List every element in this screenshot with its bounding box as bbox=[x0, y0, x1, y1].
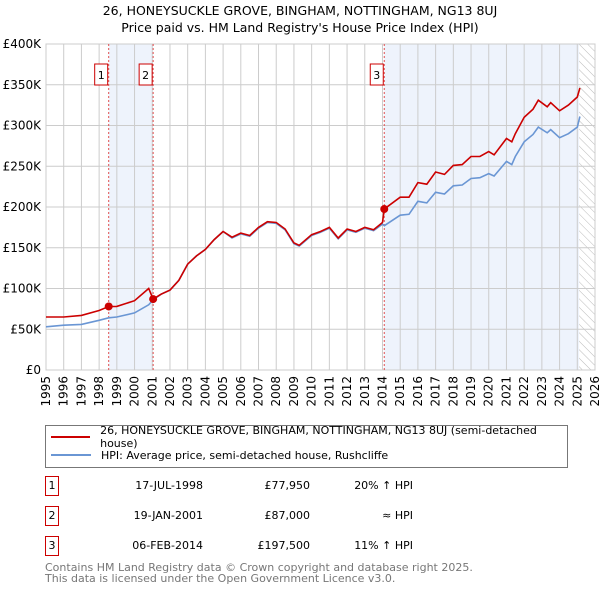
y-tick-label: £50K bbox=[10, 322, 42, 336]
x-tick-label: 2007 bbox=[252, 376, 266, 407]
x-tick-label: 1996 bbox=[57, 376, 71, 407]
price: £77,950 bbox=[264, 479, 311, 492]
x-tick-label: 2013 bbox=[358, 376, 372, 407]
price-chart: 1995 1996 1997 1998 1999 2000 2001 2002 2003 2004… bbox=[3, 37, 600, 407]
legend-line-blue bbox=[51, 454, 91, 456]
x-tick-label: 2009 bbox=[287, 376, 301, 407]
legend: 26, HONEYSUCKLE GROVE, BINGHAM, NOTTINGH… bbox=[45, 424, 568, 468]
x-tick-label: 2024 bbox=[553, 376, 567, 407]
x-tick-label: 2017 bbox=[429, 376, 443, 407]
x-tick-label: 2012 bbox=[340, 376, 354, 407]
x-tick-label: 1998 bbox=[92, 376, 106, 407]
x-tick-label: 2016 bbox=[411, 376, 425, 407]
x-tick-label: 2020 bbox=[482, 376, 496, 407]
y-tick-label: £150K bbox=[3, 241, 43, 255]
y-tick-label: £300K bbox=[3, 119, 43, 133]
sale-point bbox=[104, 302, 113, 311]
x-tick-label: 2006 bbox=[234, 376, 248, 407]
hpi-compare: 11% ↑ HPI bbox=[354, 539, 413, 552]
x-tick-label: 1995 bbox=[39, 376, 53, 407]
y-tick-label: £0 bbox=[26, 363, 41, 377]
footer-licence: This data is licensed under the Open Gov… bbox=[45, 572, 396, 585]
x-tick-label: 2025 bbox=[570, 376, 584, 407]
price: £87,000 bbox=[264, 509, 311, 522]
legend-label: HPI: Average price, semi-detached house,… bbox=[101, 448, 389, 462]
x-tick-label: 2000 bbox=[128, 376, 142, 407]
marker-badge: 3 bbox=[45, 536, 59, 556]
x-tick-label: 2003 bbox=[181, 376, 195, 407]
date: 17-JUL-1998 bbox=[135, 479, 203, 492]
y-tick-label: £100K bbox=[3, 282, 43, 296]
sale-marker-label: 2 bbox=[142, 69, 149, 82]
series-line bbox=[46, 87, 581, 318]
date: 19-JAN-2001 bbox=[133, 509, 203, 522]
x-tick-label: 2004 bbox=[198, 376, 212, 407]
x-tick-label: 2005 bbox=[216, 376, 230, 407]
date: 06-FEB-2014 bbox=[132, 539, 203, 552]
legend-item-hpi: HPI: Average price, semi-detached house,… bbox=[51, 447, 388, 463]
x-tick-label: 1999 bbox=[110, 376, 124, 407]
chart-title: 26, HONEYSUCKLE GROVE, BINGHAM, NOTTINGH… bbox=[102, 3, 498, 18]
legend-line-red bbox=[51, 436, 91, 438]
x-tick-label: 2023 bbox=[535, 376, 549, 407]
footer-copyright: Contains HM Land Registry data © Crown c… bbox=[45, 561, 473, 574]
x-tick-label: 2011 bbox=[322, 376, 336, 407]
x-tick-label: 2010 bbox=[305, 376, 319, 407]
sale-point bbox=[149, 295, 158, 304]
x-tick-label: 2022 bbox=[517, 376, 531, 407]
y-tick-label: £350K bbox=[3, 78, 43, 92]
x-tick-label: 2002 bbox=[163, 376, 177, 407]
hpi-compare: ≈ HPI bbox=[382, 509, 413, 522]
price: £197,500 bbox=[257, 539, 311, 552]
x-tick-label: 2014 bbox=[375, 376, 389, 407]
x-tick-label: 2019 bbox=[464, 376, 478, 407]
x-tick-label: 2001 bbox=[145, 376, 159, 407]
x-tick-label: 2026 bbox=[588, 376, 600, 407]
plot-border bbox=[45, 43, 596, 371]
y-tick-label: £200K bbox=[3, 200, 43, 214]
y-tick-label: £400K bbox=[3, 37, 43, 51]
x-tick-label: 2008 bbox=[269, 376, 283, 407]
chart-subtitle: Price paid vs. HM Land Registry's House … bbox=[121, 20, 479, 35]
legend-item-property: 26, HONEYSUCKLE GROVE, BINGHAM, NOTTINGH… bbox=[51, 424, 567, 450]
sale-marker-label: 1 bbox=[98, 69, 105, 82]
x-tick-label: 2021 bbox=[499, 376, 513, 407]
hpi-compare: 20% ↑ HPI bbox=[354, 479, 413, 492]
sale-point bbox=[380, 205, 389, 214]
x-tick-label: 2015 bbox=[393, 376, 407, 407]
x-tick-label: 1997 bbox=[74, 376, 88, 407]
legend-label: 26, HONEYSUCKLE GROVE, BINGHAM, NOTTINGH… bbox=[100, 424, 537, 450]
y-tick-label: £250K bbox=[3, 159, 43, 173]
sale-marker-box bbox=[94, 63, 109, 86]
marker-badge: 2 bbox=[45, 506, 59, 526]
x-tick-label: 2018 bbox=[446, 376, 460, 407]
marker-badge: 1 bbox=[45, 476, 59, 496]
sale-marker-label: 3 bbox=[373, 69, 380, 82]
sale-marker-box bbox=[138, 63, 153, 86]
sale-marker-box bbox=[369, 63, 384, 86]
